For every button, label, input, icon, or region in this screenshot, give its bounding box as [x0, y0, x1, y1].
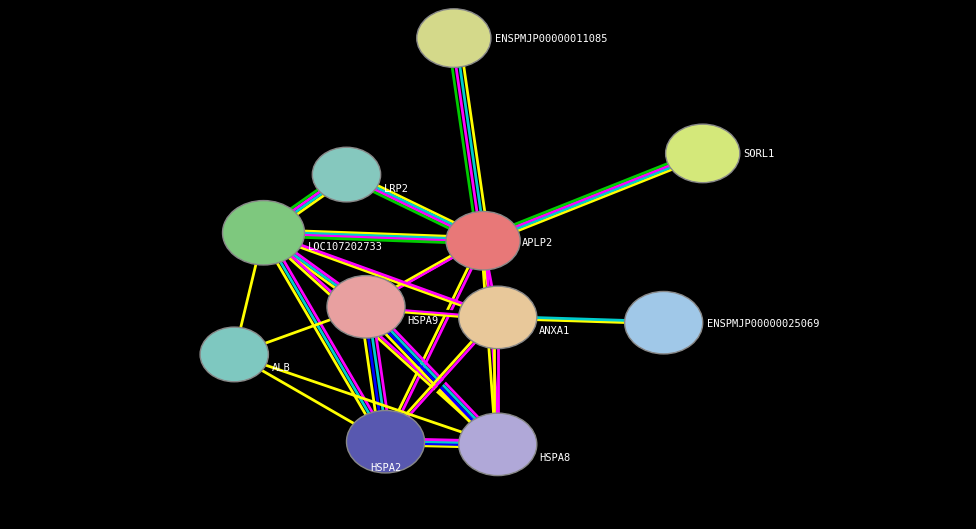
Text: HSPA9: HSPA9	[407, 316, 438, 326]
Text: ALB: ALB	[271, 363, 290, 373]
Ellipse shape	[446, 212, 520, 270]
Text: HSPA8: HSPA8	[539, 453, 570, 463]
Text: APLP2: APLP2	[522, 239, 553, 248]
Text: LOC107202733: LOC107202733	[307, 242, 383, 252]
Text: ENSPMJP00000025069: ENSPMJP00000025069	[707, 319, 819, 329]
Ellipse shape	[200, 327, 268, 382]
Ellipse shape	[417, 9, 491, 67]
Ellipse shape	[666, 124, 740, 183]
Text: SORL1: SORL1	[744, 150, 775, 159]
Text: ANXA1: ANXA1	[539, 326, 570, 336]
Ellipse shape	[223, 200, 305, 265]
Text: LRP2: LRP2	[384, 184, 409, 194]
Ellipse shape	[312, 147, 381, 202]
Ellipse shape	[327, 276, 405, 338]
Text: HSPA2: HSPA2	[370, 463, 401, 473]
Ellipse shape	[625, 291, 703, 354]
Text: ENSPMJP00000011085: ENSPMJP00000011085	[495, 34, 607, 44]
Ellipse shape	[346, 411, 425, 473]
Ellipse shape	[459, 286, 537, 349]
Ellipse shape	[459, 413, 537, 476]
